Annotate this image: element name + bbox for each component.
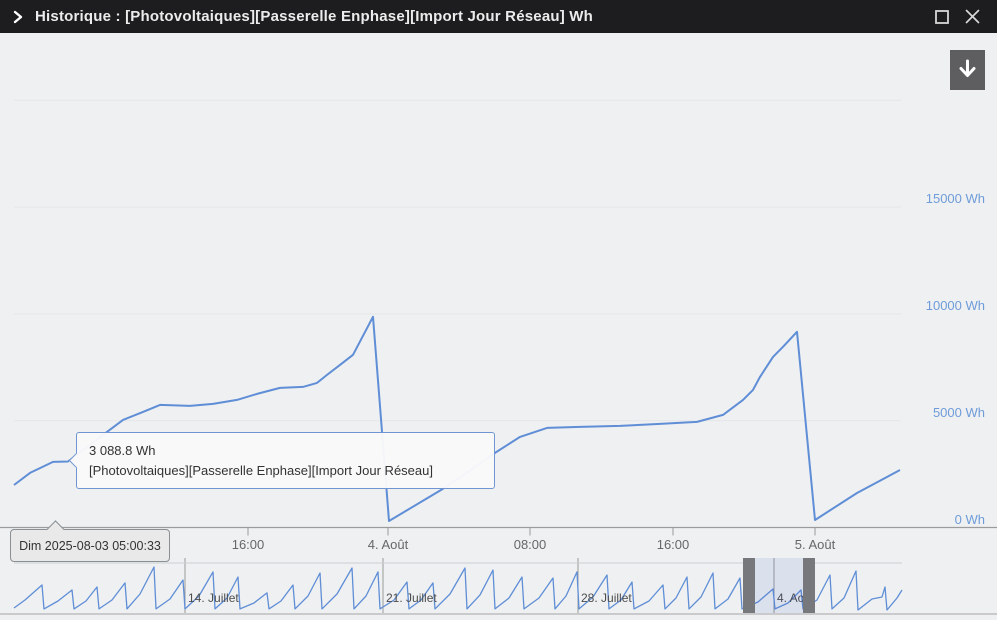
crosshair-date-label: Dim 2025-08-03 05:00:33 bbox=[10, 520, 170, 562]
close-icon bbox=[965, 9, 979, 24]
main-series-line bbox=[13, 315, 901, 522]
close-button[interactable] bbox=[957, 0, 987, 33]
window-title: Historique : [Photovoltaiques][Passerell… bbox=[35, 8, 594, 25]
crosshair-date-text: Dim 2025-08-03 05:00:33 bbox=[19, 538, 161, 553]
tooltip-value: 3 088.8 Wh bbox=[89, 443, 156, 458]
navigator-selected-range[interactable] bbox=[755, 558, 803, 613]
chevron-right-icon bbox=[10, 9, 26, 25]
download-arrow-icon bbox=[959, 59, 976, 77]
maximize-button[interactable] bbox=[927, 0, 957, 33]
navigator-right-handle[interactable] bbox=[803, 558, 815, 613]
chart-tooltip: 3 088.8 Wh [Photovoltaiques][Passerelle … bbox=[68, 432, 495, 489]
navigator-series-line bbox=[13, 566, 903, 611]
title-bar: Historique : [Photovoltaiques][Passerell… bbox=[0, 0, 997, 33]
maximize-icon bbox=[935, 9, 949, 24]
navigator-left-handle[interactable] bbox=[743, 558, 755, 613]
tooltip-series-label: [Photovoltaiques][Passerelle Enphase][Im… bbox=[89, 463, 433, 478]
download-button[interactable] bbox=[950, 50, 985, 90]
